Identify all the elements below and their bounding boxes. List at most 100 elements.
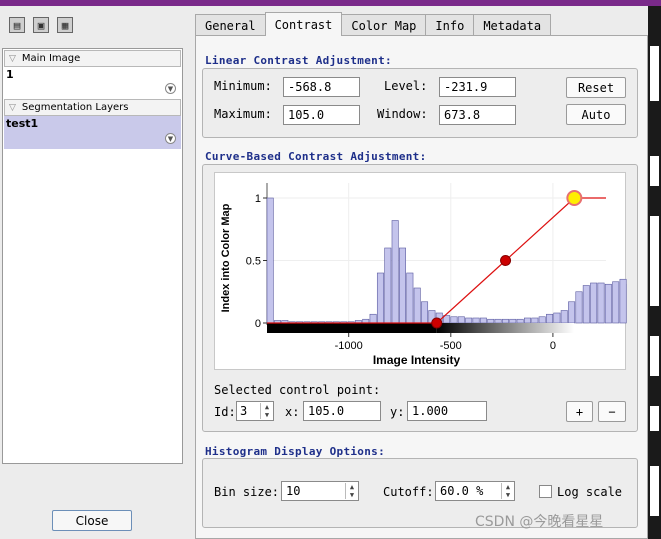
save-icon[interactable]: ▣ (33, 17, 49, 33)
tab-metadata[interactable]: Metadata (473, 14, 552, 36)
histogram-bar (546, 313, 554, 324)
bin-size-spin-arrows[interactable]: ▲ ▼ (345, 483, 358, 499)
window-label: Window: (377, 107, 428, 121)
histogram-bar (465, 317, 473, 324)
tab-general[interactable]: General (195, 14, 266, 36)
main-image-header[interactable]: ▽ Main Image (4, 50, 181, 67)
histogram-bar (413, 287, 421, 324)
x-field[interactable]: 105.0 (303, 401, 381, 421)
histogram-options-title: Histogram Display Options: (205, 445, 385, 458)
bin-size-value: 10 (286, 484, 301, 498)
remove-point-button[interactable]: − (598, 401, 626, 422)
histogram-bar (597, 282, 605, 324)
maximum-field[interactable]: 105.0 (283, 105, 360, 125)
segmentation-layer-selector[interactable]: test1 ▼ (4, 116, 181, 149)
control-point[interactable] (431, 317, 443, 329)
chevron-down-icon[interactable]: ▼ (165, 83, 176, 94)
histogram-bar (509, 318, 517, 324)
layer-panel: ▽ Main Image 1 ▼ ▽ Segmentation Layers t… (2, 48, 183, 464)
histogram-bar (575, 291, 583, 324)
tab-contrast[interactable]: Contrast (264, 12, 343, 36)
reset-button[interactable]: Reset (566, 77, 626, 98)
chevron-up-icon[interactable]: ▲ (505, 483, 511, 491)
control-point[interactable] (566, 190, 583, 206)
colormap-ramp (436, 323, 575, 333)
collapse-triangle-icon: ▽ (9, 102, 16, 113)
control-point[interactable] (500, 255, 512, 266)
id-spin-arrows[interactable]: ▲ ▼ (260, 403, 273, 419)
cutoff-label: Cutoff: (383, 485, 434, 499)
contrast-curve-svg[interactable]: -1000 -500 0 0 0.5 1 Image Intensity Index in… (215, 173, 661, 371)
histogram-bar (568, 301, 576, 324)
chevron-down-icon[interactable]: ▼ (505, 491, 511, 499)
x-tick-label: 0 (550, 340, 556, 352)
curve-contrast-title: Curve-Based Contrast Adjustment: (205, 150, 427, 163)
open-icon[interactable]: ▤ (9, 17, 25, 33)
chevron-down-icon[interactable]: ▼ (264, 411, 270, 419)
y-tick-label: 0.5 (246, 256, 261, 268)
y-tick-label: 0 (255, 318, 261, 330)
segmentation-layers-header[interactable]: ▽ Segmentation Layers (4, 99, 181, 116)
bin-size-spinbox[interactable]: 10 ▲ ▼ (281, 481, 359, 501)
window-field[interactable]: 673.8 (439, 105, 516, 125)
linear-contrast-title: Linear Contrast Adjustment: (205, 54, 392, 67)
y-label: y: (390, 405, 405, 419)
linear-contrast-group (202, 68, 638, 138)
histogram-bar (494, 318, 502, 324)
cutoff-spin-arrows[interactable]: ▲ ▼ (501, 483, 514, 499)
histogram-bar (612, 281, 620, 324)
background-window-strip (648, 6, 661, 539)
histogram-bar (553, 312, 561, 324)
minimum-field[interactable]: -568.8 (283, 77, 360, 97)
histogram-bar (406, 272, 414, 324)
id-label: Id: (214, 405, 236, 419)
histogram-bar (376, 272, 384, 324)
histogram-bar (399, 247, 406, 324)
chevron-up-icon[interactable]: ▲ (349, 483, 355, 491)
histogram-bar (590, 282, 598, 324)
histogram-bar (479, 317, 487, 324)
minimum-label: Minimum: (214, 79, 272, 93)
maximum-label: Maximum: (214, 107, 272, 121)
id-value: 3 (240, 404, 248, 418)
collapse-triangle-icon: ▽ (9, 53, 16, 64)
level-field[interactable]: -231.9 (439, 77, 516, 97)
histogram-bar (369, 313, 377, 324)
histogram-bar (266, 197, 274, 324)
y-field[interactable]: 1.000 (407, 401, 487, 421)
contrast-curve-chart[interactable]: -1000 -500 0 0 0.5 1 Image Intensity Index in… (214, 172, 661, 371)
tab-bar: General Contrast Color Map Info Metadata (195, 12, 552, 36)
grid-icon[interactable]: ▦ (57, 17, 73, 33)
histogram-bar (391, 220, 399, 324)
x-tick-label: -500 (440, 340, 462, 352)
histogram-bar (457, 316, 465, 324)
cutoff-spinbox[interactable]: 60.0 % ▲ ▼ (435, 481, 515, 501)
x-label: x: (285, 405, 300, 419)
auto-button[interactable]: Auto (566, 104, 626, 125)
main-image-selector[interactable]: 1 ▼ (4, 67, 181, 99)
chevron-down-icon[interactable]: ▼ (165, 133, 176, 144)
histogram-bar (531, 317, 539, 324)
chevron-up-icon[interactable]: ▲ (264, 403, 270, 411)
histogram-bar (582, 285, 590, 324)
chevron-down-icon[interactable]: ▼ (349, 491, 355, 499)
histogram-bar (501, 318, 509, 324)
tab-info[interactable]: Info (425, 14, 475, 36)
id-spinbox[interactable]: 3 ▲ ▼ (236, 401, 274, 421)
log-scale-checkbox[interactable] (539, 485, 552, 498)
colormap-ramp-low (267, 323, 437, 333)
histogram-bar (450, 316, 458, 324)
add-point-button[interactable]: + (566, 401, 593, 422)
watermark: CSDN @今晚看星星 (475, 514, 604, 530)
x-axis-label: Image Intensity (373, 353, 461, 367)
tab-color-map[interactable]: Color Map (341, 14, 427, 36)
cutoff-value: 60.0 % (440, 484, 484, 498)
histogram-bar (516, 318, 524, 324)
log-scale-label: Log scale (557, 485, 623, 499)
level-label: Level: (384, 79, 428, 93)
y-tick-label: 1 (255, 193, 261, 205)
close-button[interactable]: Close (52, 510, 132, 531)
histogram-bar (604, 283, 612, 324)
histogram-bar (560, 310, 568, 324)
x-tick-label: -1000 (335, 340, 363, 352)
